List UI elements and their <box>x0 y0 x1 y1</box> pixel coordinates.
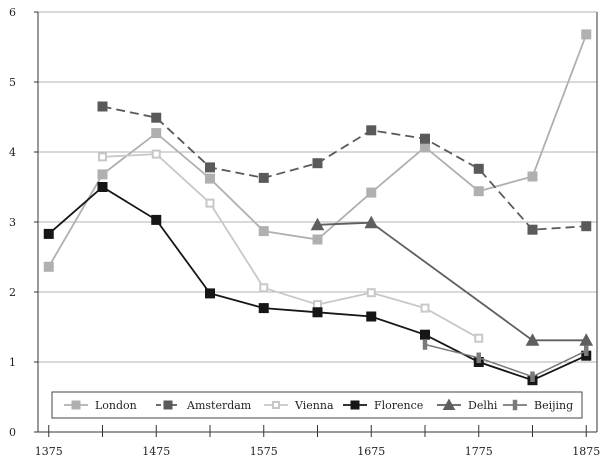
legend-item-london: London <box>64 399 137 412</box>
data-point <box>530 371 535 382</box>
data-point <box>205 198 215 208</box>
legend-item-florence: Florence <box>343 399 423 412</box>
y-tick-label: 2 <box>9 286 16 299</box>
data-point <box>97 182 108 192</box>
data-point <box>422 339 428 350</box>
data-point <box>420 329 430 340</box>
series-amsterdam <box>97 101 592 235</box>
data-point <box>527 224 538 235</box>
data-point <box>579 333 594 346</box>
data-point <box>366 125 377 136</box>
y-tick-label: 6 <box>9 6 16 19</box>
data-point <box>151 112 162 123</box>
series-florence <box>43 182 592 386</box>
data-point <box>313 300 322 310</box>
data-point <box>420 133 430 144</box>
data-point <box>525 333 540 346</box>
legend-item-amsterdam: Amsterdam <box>156 399 252 412</box>
data-point <box>366 288 376 298</box>
data-point <box>366 311 377 322</box>
data-point <box>151 128 162 139</box>
data-point <box>476 352 481 364</box>
legend: London Amsterdam Vienna Florence Delhi Beijin… <box>51 391 583 419</box>
data-point <box>71 400 81 410</box>
data-point <box>442 398 456 410</box>
y-tick-label: 4 <box>9 146 16 159</box>
y-tick-label: 0 <box>9 426 16 439</box>
data-point <box>473 186 484 197</box>
data-point <box>350 400 360 410</box>
series-line <box>47 34 588 268</box>
legend-label: Florence <box>374 399 423 412</box>
x-tick-label: 1675 <box>357 445 385 458</box>
legend-label: Vienna <box>294 399 334 412</box>
data-point <box>151 214 162 225</box>
series-line <box>102 153 480 339</box>
series-london <box>43 29 592 272</box>
data-point <box>366 187 377 198</box>
legend-label: London <box>95 399 137 412</box>
data-point <box>163 400 173 410</box>
data-point <box>581 221 592 232</box>
data-point <box>151 149 161 159</box>
y-tick-label: 5 <box>9 76 16 89</box>
data-point <box>312 158 323 169</box>
legend-label: Beijing <box>534 399 573 412</box>
data-point <box>43 228 54 239</box>
legend-box <box>51 391 583 419</box>
data-point <box>420 142 430 153</box>
x-tick-label: 1875 <box>572 445 600 458</box>
legend-item-vienna: Vienna <box>264 399 334 412</box>
legend-item-delhi: Delhi <box>437 398 498 412</box>
data-point <box>364 215 379 229</box>
data-point <box>584 345 589 357</box>
data-point <box>310 217 325 231</box>
y-tick-label: 1 <box>9 356 16 369</box>
data-point <box>98 152 107 162</box>
data-point <box>205 288 215 299</box>
data-point <box>258 172 269 183</box>
series-beijing <box>422 339 589 382</box>
data-point <box>473 163 484 174</box>
x-tick-label: 1475 <box>142 445 170 458</box>
x-tick-label: 1775 <box>465 445 493 458</box>
data-series <box>43 29 594 386</box>
series-line <box>317 221 587 342</box>
legend-label: Amsterdam <box>186 399 252 412</box>
data-point <box>474 333 484 343</box>
data-point <box>205 173 215 184</box>
axes: 0 1 2 3 4 5 6 1375 1475 1575 1675 1775 1875 <box>9 6 600 458</box>
data-point <box>527 171 538 182</box>
data-point <box>258 303 269 314</box>
x-tick-label: 1375 <box>35 445 63 458</box>
series-delhi <box>310 215 594 346</box>
series-line <box>102 105 587 231</box>
data-point <box>312 234 323 245</box>
data-point <box>272 401 280 409</box>
series-line <box>424 343 587 378</box>
legend-label: Delhi <box>468 399 498 412</box>
data-point <box>97 101 108 112</box>
data-point <box>512 399 518 411</box>
x-tick-label: 1575 <box>250 445 278 458</box>
data-point <box>258 226 269 237</box>
series-line <box>48 185 587 382</box>
data-point <box>259 283 269 293</box>
y-tick-label: 3 <box>9 216 16 229</box>
data-point <box>43 261 54 272</box>
legend-item-beijing: Beijing <box>503 399 573 412</box>
data-point <box>205 162 215 173</box>
series-vienna <box>98 149 484 343</box>
data-point <box>312 307 323 318</box>
data-point <box>420 303 430 313</box>
data-point <box>581 29 592 40</box>
data-point <box>97 169 108 180</box>
